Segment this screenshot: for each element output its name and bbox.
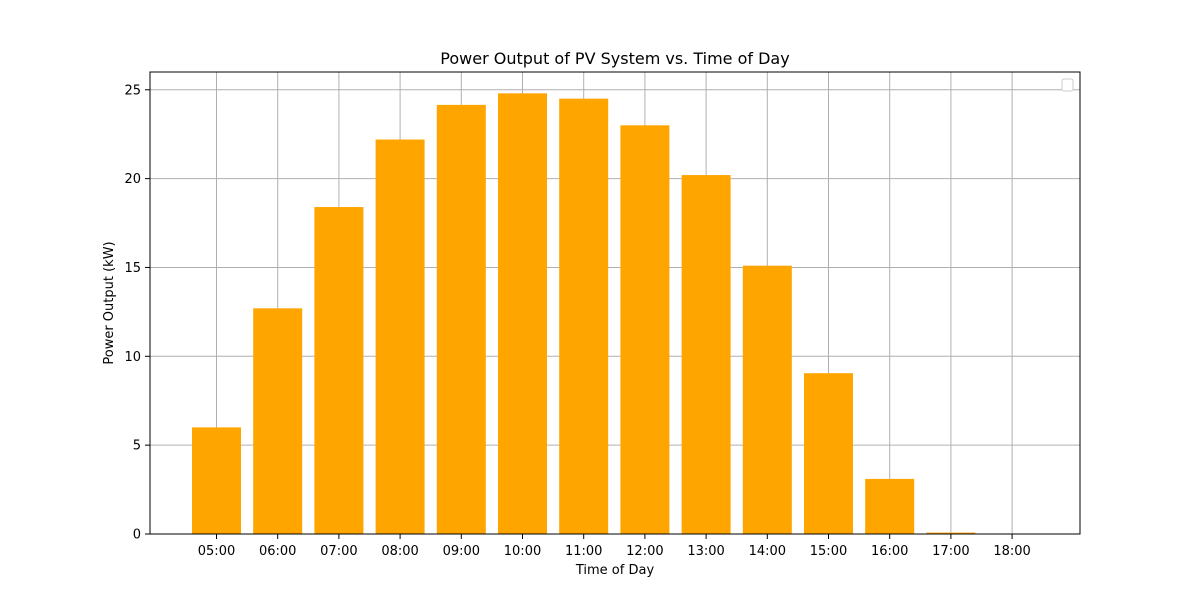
x-tick-label: 13:00	[687, 544, 724, 559]
y-axis-label: Power Output (kW)	[102, 241, 117, 364]
bar	[192, 427, 241, 534]
x-tick-label: 16:00	[871, 544, 908, 559]
bar	[865, 478, 915, 534]
y-tick-label: 10	[124, 350, 141, 365]
y-tick-label: 20	[124, 172, 141, 187]
bar	[620, 125, 670, 535]
x-tick-label: 14:00	[749, 544, 786, 559]
x-tick-label: 12:00	[626, 544, 663, 559]
bar	[498, 93, 547, 535]
y-tick-label: 0	[133, 528, 141, 543]
chart-title: Power Output of PV System vs. Time of Da…	[440, 49, 789, 68]
bar	[926, 532, 976, 534]
plot-frame	[149, 71, 1081, 535]
bars	[192, 93, 976, 535]
y-tick-label: 25	[124, 83, 141, 98]
x-tick-label: 09:00	[443, 544, 480, 559]
bar	[375, 139, 425, 534]
x-tick-label: 05:00	[198, 544, 235, 559]
x-tick-label: 11:00	[565, 544, 602, 559]
bar	[436, 104, 486, 534]
x-tick-label: 10:00	[504, 544, 541, 559]
x-tick-label: 17:00	[932, 544, 969, 559]
bar	[681, 175, 731, 535]
x-tick-label: 07:00	[320, 544, 357, 559]
bar	[314, 207, 364, 535]
y-tick-label: 5	[133, 439, 141, 454]
bar	[742, 265, 792, 534]
x-tick-label: 18:00	[993, 544, 1030, 559]
x-axis-label: Time of Day	[575, 563, 655, 578]
bar	[804, 373, 853, 534]
legend	[1061, 78, 1074, 92]
x-tick-label: 06:00	[259, 544, 296, 559]
axis-ticks: 0 5 10 15 20 25 05:00 06:00 07:00 08:00 09:00 10:00…	[124, 83, 1030, 559]
bar	[559, 98, 609, 535]
x-tick-label: 08:00	[381, 544, 418, 559]
x-tick-label: 15:00	[810, 544, 847, 559]
bar	[253, 308, 303, 534]
y-tick-label: 15	[124, 261, 141, 276]
